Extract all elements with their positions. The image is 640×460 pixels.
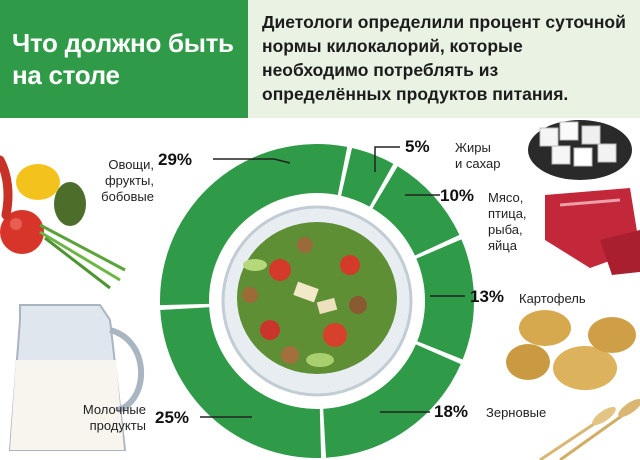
- meat-icon: [545, 188, 640, 275]
- label-grain-line-1: Зерновые: [486, 405, 547, 420]
- pct-grain: 18%: [434, 402, 469, 421]
- potatoes-icon: [506, 310, 636, 390]
- pct-veg: 29%: [158, 150, 193, 169]
- donut-slices: [160, 143, 474, 458]
- page-title: Что должно быть на столе: [12, 28, 234, 90]
- label-dairy-line-2: продукты: [89, 418, 146, 433]
- label-dairy-line-1: Молочные: [82, 402, 146, 417]
- subtitle-box: Диетологи определили процент суточной но…: [248, 0, 640, 118]
- label-fats-line-2: и сахар: [455, 156, 501, 171]
- page-subtitle: Диетологи определили процент суточной но…: [262, 12, 626, 104]
- sugar-cubes-icon: [528, 120, 632, 180]
- label-potato: Картофель: [519, 291, 586, 307]
- donut-slice-4: [160, 307, 322, 458]
- label-meat-line-3: рыба,: [488, 222, 523, 237]
- label-meat-line-4: яйца: [488, 238, 517, 253]
- label-dairy: Молочные продукты: [70, 402, 146, 434]
- donut-slice-0: [341, 147, 394, 207]
- donut-slice-2: [416, 239, 474, 360]
- milk-jug-icon: [8, 304, 144, 451]
- label-meat: Мясо, птица, рыба, яйца: [488, 190, 527, 254]
- wheat-icon: [539, 398, 640, 460]
- pct-meat: 10%: [440, 186, 475, 205]
- header: Что должно быть на столе Диетологи опред…: [0, 0, 640, 120]
- donut-slice-3: [323, 344, 461, 458]
- label-meat-line-1: Мясо,: [488, 190, 524, 205]
- label-fats-line-1: Жиры: [455, 140, 491, 155]
- pct-fats: 5%: [405, 137, 430, 156]
- label-fats: Жиры и сахар: [455, 140, 500, 172]
- label-veg: Овощи, фрукты, бобовые: [100, 157, 154, 205]
- label-meat-line-2: птица,: [488, 206, 527, 221]
- label-veg-line-1: Овощи,: [108, 157, 154, 172]
- donut-slice-5: [160, 143, 348, 306]
- title-box: Что должно быть на столе: [0, 0, 248, 118]
- pct-potato: 13%: [470, 287, 505, 306]
- pct-dairy: 25%: [155, 408, 190, 427]
- label-veg-line-2: фрукты,: [104, 173, 154, 188]
- salad-bowl-icon: [217, 201, 417, 401]
- label-grain: Зерновые: [486, 405, 546, 421]
- donut-slice-1: [372, 166, 460, 256]
- leader-lines: [200, 146, 465, 418]
- vegetables-icon: [0, 155, 126, 290]
- label-veg-line-3: бобовые: [101, 189, 154, 204]
- label-potato-line-1: Картофель: [519, 291, 586, 306]
